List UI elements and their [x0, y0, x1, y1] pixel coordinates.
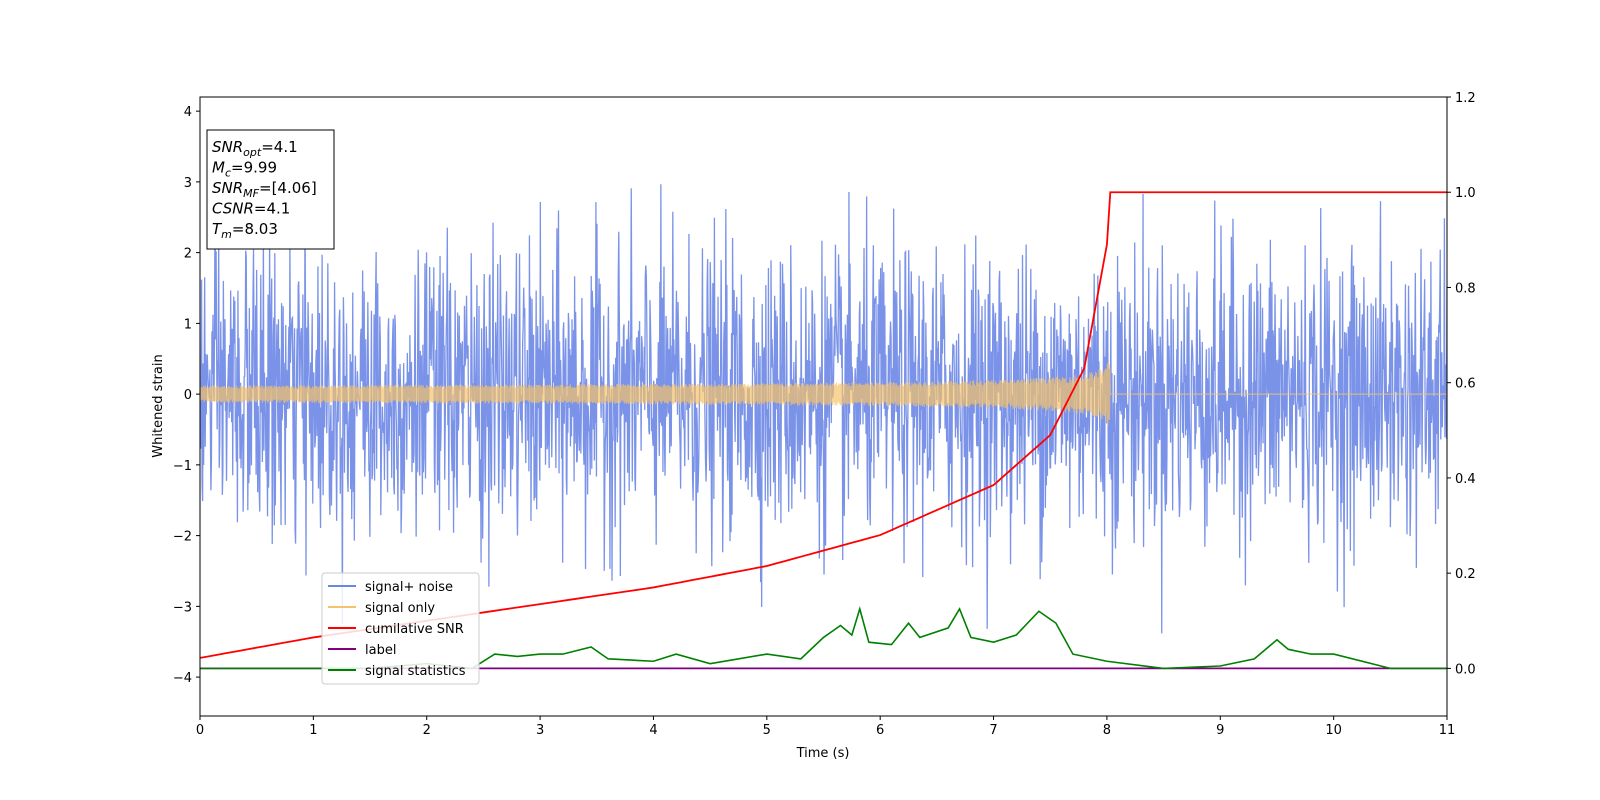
x-tick-label: 0	[196, 723, 204, 738]
y2-tick-label: 1.0	[1455, 186, 1476, 201]
x-tick-label: 10	[1325, 723, 1342, 738]
annotation-subscript: MF	[243, 187, 259, 200]
series-signal-only	[200, 362, 1447, 426]
annotation-line: Tm=8.03	[212, 220, 278, 241]
legend-frame	[321, 572, 480, 685]
x-tick-label: 1	[309, 723, 317, 738]
annotation-subscript: c	[225, 167, 231, 180]
y2-tick-label: 1.2	[1455, 91, 1476, 106]
annotation-line: CSNR=4.1	[212, 200, 290, 218]
annotation-subscript: m	[221, 228, 232, 241]
legend-entry: cumilative SNR	[365, 622, 464, 637]
y-axis-label: Whitened strain	[151, 354, 166, 457]
annotation-symbol: SNR	[212, 179, 243, 197]
y2-tick-label: 0.6	[1455, 377, 1476, 392]
y2-tick-label: 0.2	[1455, 567, 1476, 582]
plot-frame	[199, 96, 1448, 717]
y-tick-label: 2	[184, 247, 192, 262]
legend-entry: signal statistics	[365, 664, 466, 679]
series-signal-statistics	[200, 605, 1447, 670]
y2-tick-label: 0.8	[1455, 281, 1476, 296]
annotation-symbol: T	[212, 220, 223, 238]
y-tick-label: 4	[184, 105, 192, 120]
annotation-symbol: CSNR	[212, 200, 254, 218]
y-tick-label: 0	[184, 388, 192, 403]
y-tick-label: −3	[173, 600, 192, 615]
x-tick-label: 6	[876, 723, 884, 738]
annotation-line: SNRopt=4.1	[212, 138, 298, 159]
x-tick-label: 2	[423, 723, 431, 738]
annotation-box: SNRopt=4.1Mc=9.99SNRMF=[4.06]CSNR=4.1Tm=…	[206, 129, 335, 250]
legend-entry: label	[365, 643, 396, 658]
x-tick-label: 9	[1216, 723, 1224, 738]
x-tick-label: 11	[1439, 723, 1456, 738]
y2-tick-label: 0.4	[1455, 472, 1476, 487]
x-tick-label: 5	[763, 723, 771, 738]
annotation-line: SNRMF=[4.06]	[212, 179, 317, 200]
y-tick-label: 1	[184, 317, 192, 332]
annotation-frame	[206, 129, 335, 250]
annotation-value: =4.1	[254, 200, 290, 218]
annotation-value: =9.99	[231, 159, 277, 177]
annotation-value: =4.1	[261, 138, 297, 156]
x-tick-label: 7	[989, 723, 997, 738]
x-axis: 0 1 2 3 4 5 6 7 8 9 10 11	[196, 716, 1455, 738]
annotation-symbol: SNR	[212, 138, 243, 156]
y-tick-label: 3	[184, 176, 192, 191]
x-tick-label: 8	[1103, 723, 1111, 738]
legend-entry: signal+ noise	[365, 580, 453, 595]
legend: signal+ noise signal only cumilative SNR la…	[321, 572, 480, 685]
annotation-value: =[4.06]	[259, 179, 317, 197]
y-axis-right: 0.0 0.2 0.4 0.6 0.8 1.0 1.2	[1447, 91, 1476, 677]
y-axis-left: −4 −3 −2 −1 0 1 2 3 4	[173, 105, 200, 686]
y-tick-label: −2	[173, 530, 192, 545]
x-axis-label: Time (s)	[796, 746, 850, 761]
y2-tick-label: 0.0	[1455, 662, 1476, 677]
annotation-subscript: opt	[243, 146, 262, 159]
x-tick-label: 3	[536, 723, 544, 738]
annotation-line: Mc=9.99	[212, 159, 277, 180]
annotation-symbol: M	[212, 159, 225, 177]
annotation-value: =8.03	[232, 220, 278, 238]
y-tick-label: −4	[173, 671, 192, 686]
y-tick-label: −1	[173, 459, 192, 474]
legend-entry: signal only	[365, 601, 435, 616]
x-tick-label: 4	[649, 723, 657, 738]
